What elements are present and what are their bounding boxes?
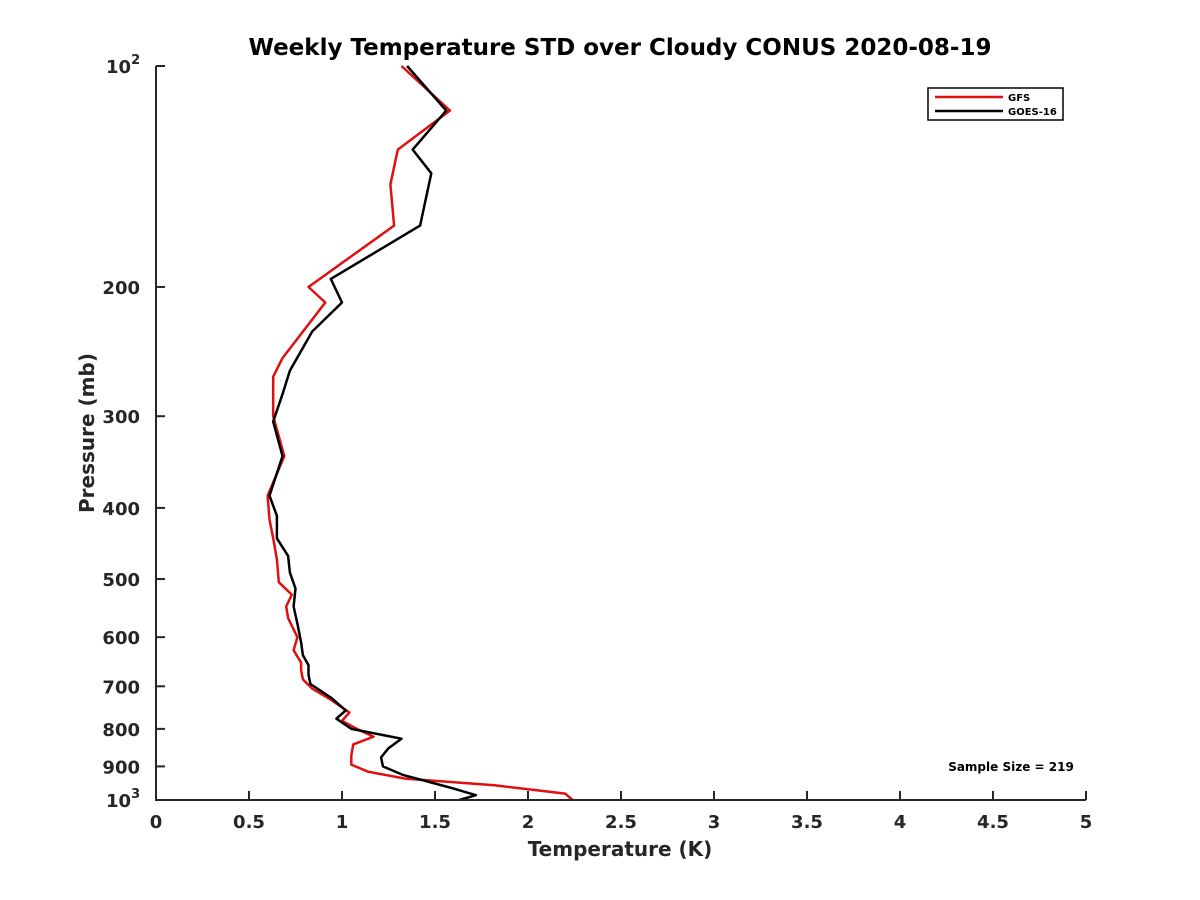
axes-frame <box>155 66 1086 801</box>
y-tick-label: 103 <box>106 787 140 812</box>
x-tick-label: 4 <box>894 812 907 833</box>
series-line-goes16 <box>268 65 478 802</box>
y-tick-label: 700 <box>102 677 140 698</box>
y-tick-label: 102 <box>106 53 140 78</box>
y-tick-label: 300 <box>102 407 140 428</box>
x-tick-label: 0 <box>150 812 163 833</box>
x-tick-label: 5 <box>1080 812 1093 833</box>
legend: GFS GOES-16 <box>927 87 1064 121</box>
x-tick-label: 1 <box>336 812 349 833</box>
x-tick-label: 3.5 <box>791 812 823 833</box>
y-tick-label: 200 <box>102 278 140 299</box>
x-axis-label: Temperature (K) <box>528 837 713 861</box>
y-axis-label: Pressure (mb) <box>75 353 99 513</box>
x-tick-label: 2.5 <box>605 812 637 833</box>
y-tick-label: 500 <box>102 570 140 591</box>
x-tick-label: 4.5 <box>977 812 1009 833</box>
y-tick-label: 900 <box>102 757 140 778</box>
x-tick-label: 3 <box>708 812 721 833</box>
x-tick-label: 1.5 <box>419 812 451 833</box>
chart-title: Weekly Temperature STD over Cloudy CONUS… <box>249 35 992 61</box>
legend-label-goes16: GOES-16 <box>1008 107 1057 118</box>
series-line-gfs <box>266 65 574 801</box>
y-tick-label: 800 <box>102 720 140 741</box>
y-axis: 102 200 300 400 500 600 700 800 900 103 <box>102 53 165 812</box>
plot-lines <box>266 65 574 802</box>
y-tick-label: 600 <box>102 628 140 649</box>
x-tick-label: 0.5 <box>233 812 265 833</box>
x-tick-label: 2 <box>522 812 535 833</box>
legend-box <box>927 87 1064 121</box>
sample-size-annotation: Sample Size = 219 <box>948 760 1074 774</box>
y-tick-label: 400 <box>102 499 140 520</box>
x-axis: 0 0.5 1 1.5 2 2.5 3 3.5 4 4.5 5 <box>150 791 1093 833</box>
legend-label-gfs: GFS <box>1008 93 1030 104</box>
